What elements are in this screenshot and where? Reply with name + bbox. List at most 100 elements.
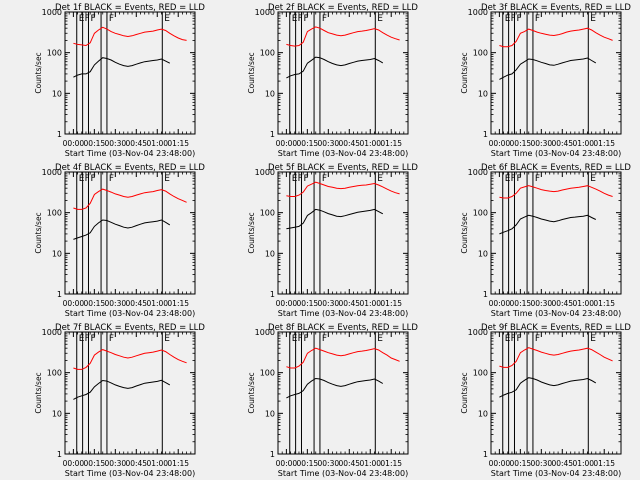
x-tick-label: 00:30 <box>531 459 553 468</box>
panel-title: Det 9f BLACK = Events, RED = LLD <box>481 323 631 333</box>
y-tick-label: 10 <box>265 89 275 98</box>
event-marker-label: F <box>298 174 303 184</box>
x-axis-label: Start Time (03-Nov-04 23:48:00) <box>65 149 195 158</box>
x-tick-label: 01:00 <box>359 139 381 148</box>
panel-1: Det 1f BLACK = Events, RED = LLD 1 10 100 10… <box>34 3 205 158</box>
event-marker-label: F <box>511 174 516 184</box>
event-marker-label: F <box>535 174 540 184</box>
x-tick-label: 00:45 <box>551 139 573 148</box>
y-tick-label: 10 <box>478 89 488 98</box>
x-tick-label: 01:00 <box>146 459 168 468</box>
panel-title: Det 4f BLACK = Events, RED = LLD <box>55 163 205 173</box>
x-tick-label: 00:00 <box>489 139 511 148</box>
y-tick-label: 100 <box>47 49 62 58</box>
panel-title: Det 5f BLACK = Events, RED = LLD <box>268 163 418 173</box>
x-tick-label: 01:15 <box>380 459 402 468</box>
x-tick-label: 00:00 <box>489 299 511 308</box>
y-tick-label: 10 <box>478 249 488 258</box>
event-marker-label: F <box>322 174 327 184</box>
y-axis-label: Counts/sec <box>34 372 43 413</box>
panel-3: Det 3f BLACK = Events, RED = LLD 1 10 100 10… <box>460 3 631 158</box>
event-marker-label: E <box>377 334 383 344</box>
event-marker-label: E <box>164 14 170 24</box>
event-marker-label: F <box>90 174 95 184</box>
x-tick-label: 00:00 <box>63 139 85 148</box>
panel-title: Det 3f BLACK = Events, RED = LLD <box>481 3 631 13</box>
x-tick-label: 00:15 <box>510 139 532 148</box>
events-series-line <box>286 377 384 399</box>
event-marker-label: F <box>85 334 90 344</box>
events-series-line <box>286 56 384 79</box>
x-tick-label: 00:45 <box>338 139 360 148</box>
events-series-line <box>73 57 171 78</box>
x-tick-label: 01:15 <box>380 299 402 308</box>
x-tick-label: 00:00 <box>63 299 85 308</box>
event-marker-label: F <box>516 334 521 344</box>
event-marker-label: F <box>516 14 521 24</box>
panel-title: Det 2f BLACK = Events, RED = LLD <box>268 3 418 13</box>
x-tick-label: 00:15 <box>297 459 319 468</box>
x-tick-label: 00:00 <box>276 139 298 148</box>
event-marker-label: E <box>590 334 596 344</box>
lld-series-line <box>286 347 400 369</box>
y-tick-label: 1 <box>270 450 275 459</box>
x-tick-label: 00:45 <box>551 299 573 308</box>
event-marker-label: E <box>292 174 298 184</box>
plot-frame <box>64 171 196 295</box>
events-series-line <box>499 214 597 235</box>
event-marker-label: F <box>516 174 521 184</box>
panel-6: Det 6f BLACK = Events, RED = LLD 1 10 100 10… <box>460 163 631 318</box>
x-tick-label: 01:00 <box>572 459 594 468</box>
lld-series-line <box>73 188 187 210</box>
events-series-line <box>499 57 597 80</box>
y-tick-label: 1 <box>483 290 488 299</box>
y-tick-label: 1000 <box>255 168 275 177</box>
events-series-line <box>499 377 597 398</box>
lld-series-line <box>499 27 613 48</box>
panel-9: Det 9f BLACK = Events, RED = LLD 1 10 100 10… <box>460 323 631 478</box>
x-axis-label: Start Time (03-Nov-04 23:48:00) <box>278 149 408 158</box>
y-axis-label: Counts/sec <box>247 212 256 253</box>
x-tick-label: 00:15 <box>510 459 532 468</box>
y-tick-label: 1000 <box>255 328 275 337</box>
y-tick-label: 100 <box>260 209 275 218</box>
x-tick-label: 00:15 <box>84 299 106 308</box>
x-axis-label: Start Time (03-Nov-04 23:48:00) <box>65 309 195 318</box>
plot-frame <box>490 171 622 295</box>
x-tick-label: 01:00 <box>359 459 381 468</box>
event-marker-label: E <box>292 334 298 344</box>
x-tick-label: 00:30 <box>531 139 553 148</box>
x-tick-label: 01:15 <box>167 299 189 308</box>
y-axis-label: Counts/sec <box>247 52 256 93</box>
event-marker-label: F <box>511 334 516 344</box>
y-tick-label: 100 <box>47 209 62 218</box>
panel-title: Det 1f BLACK = Events, RED = LLD <box>55 3 205 13</box>
lld-series-line <box>286 181 400 197</box>
x-tick-label: 00:30 <box>105 299 127 308</box>
x-tick-label: 01:15 <box>167 139 189 148</box>
event-marker-label: F <box>85 14 90 24</box>
x-tick-label: 00:45 <box>125 139 147 148</box>
x-axis-label: Start Time (03-Nov-04 23:48:00) <box>65 469 195 478</box>
event-marker-label: E <box>292 14 298 24</box>
event-marker-label: F <box>298 14 303 24</box>
plot-frame <box>277 331 409 455</box>
y-tick-label: 10 <box>478 409 488 418</box>
x-tick-label: 00:30 <box>531 299 553 308</box>
event-marker-label: F <box>303 334 308 344</box>
event-marker-label: F <box>109 174 114 184</box>
x-tick-label: 00:00 <box>489 459 511 468</box>
y-tick-label: 1 <box>483 450 488 459</box>
x-tick-label: 01:00 <box>572 139 594 148</box>
event-marker-label: F <box>90 334 95 344</box>
event-marker-label: E <box>79 174 85 184</box>
lld-series-line <box>499 347 613 368</box>
lld-series-line <box>73 26 187 47</box>
event-marker-label: F <box>303 14 308 24</box>
y-tick-label: 1000 <box>468 8 488 17</box>
x-tick-label: 00:30 <box>105 139 127 148</box>
event-marker-label: F <box>535 14 540 24</box>
event-marker-label: F <box>298 334 303 344</box>
event-marker-label: E <box>377 174 383 184</box>
panel-title: Det 8f BLACK = Events, RED = LLD <box>268 323 418 333</box>
